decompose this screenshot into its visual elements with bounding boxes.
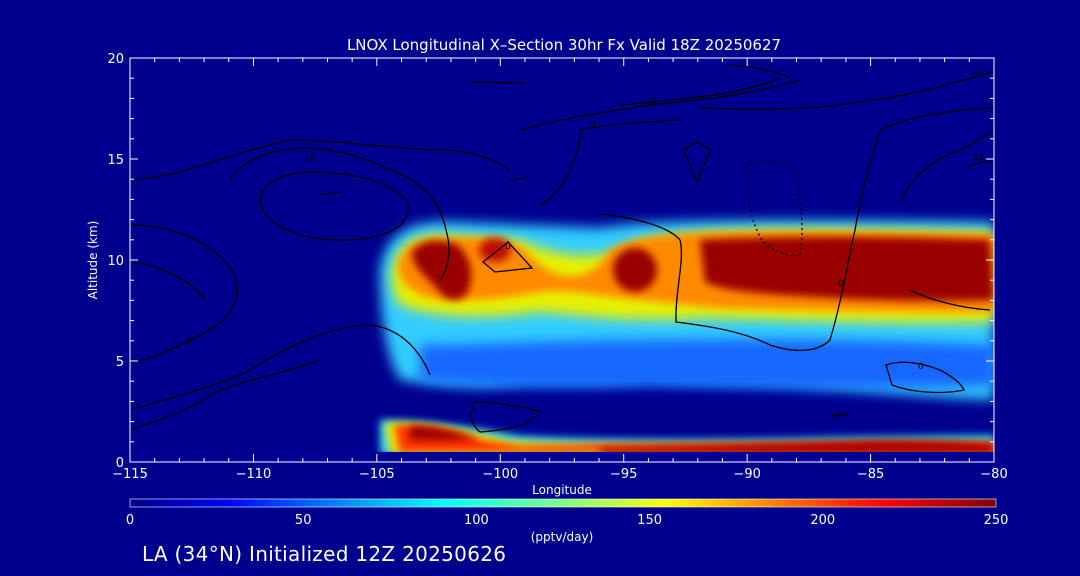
y-axis-label: Altitude (km) [86,221,100,300]
y-axis: 0 5 10 15 20 [107,52,994,471]
x-tick-label: −105 [359,467,395,482]
colorbar-tick-label: 200 [810,513,835,528]
contour-label: 0 [186,337,192,347]
contour-label: 0 [838,279,844,289]
plot-area: 10 10 10 0 0 0 0 0 0 0 [130,58,994,462]
x-tick-label: −110 [236,467,272,482]
colorbar-ticks: 0 50 100 150 200 250 [126,513,1009,528]
x-tick-label: −100 [482,467,518,482]
colorbar-ramp [129,498,997,508]
contour-label: 0 [505,242,511,252]
contour-label: 0 [835,411,841,421]
colorbar-tick-label: 150 [637,513,662,528]
colorbar-tick-label: 50 [295,513,312,528]
x-axis-label: Longitude [532,483,592,497]
x-tick-label: −85 [857,467,884,482]
colorbar-tick-label: 0 [126,513,134,528]
colorbar: 0 50 100 150 200 250 (pptv/day) [126,498,1009,544]
y-tick-label: 20 [107,52,124,67]
chart-title: LNOX Longitudinal X–Section 30hr Fx Vali… [347,36,781,54]
contour-label: 0 [650,97,656,107]
colorbar-label: (pptv/day) [531,530,594,544]
contour-label: 0 [590,120,596,130]
contour-label: 10 [304,154,316,164]
x-tick-label: −90 [733,467,760,482]
x-tick-label: −80 [980,467,1007,482]
x-axis: −115 −110 −105 −100 −95 −90 −85 −80 [112,58,1008,482]
x-tick-label: −115 [112,467,148,482]
x-tick-label: −95 [610,467,637,482]
y-tick-label: 10 [107,254,124,269]
colorbar-tick-label: 100 [464,513,489,528]
colorbar-tick-label: 250 [984,513,1009,528]
contour-label: 10 [973,153,985,163]
y-tick-label: 0 [116,456,124,471]
lnox-field [130,220,994,462]
y-tick-label: 5 [116,355,124,370]
contour-label-group: 10 10 10 0 0 0 0 0 0 0 [186,70,985,421]
contour-label: 0 [918,362,924,372]
contour-label: 10 [972,70,984,80]
y-tick-label: 15 [107,153,124,168]
contour-lines [130,64,994,433]
init-footer-text: LA (34°N) Initialized 12Z 20250626 [142,542,507,566]
